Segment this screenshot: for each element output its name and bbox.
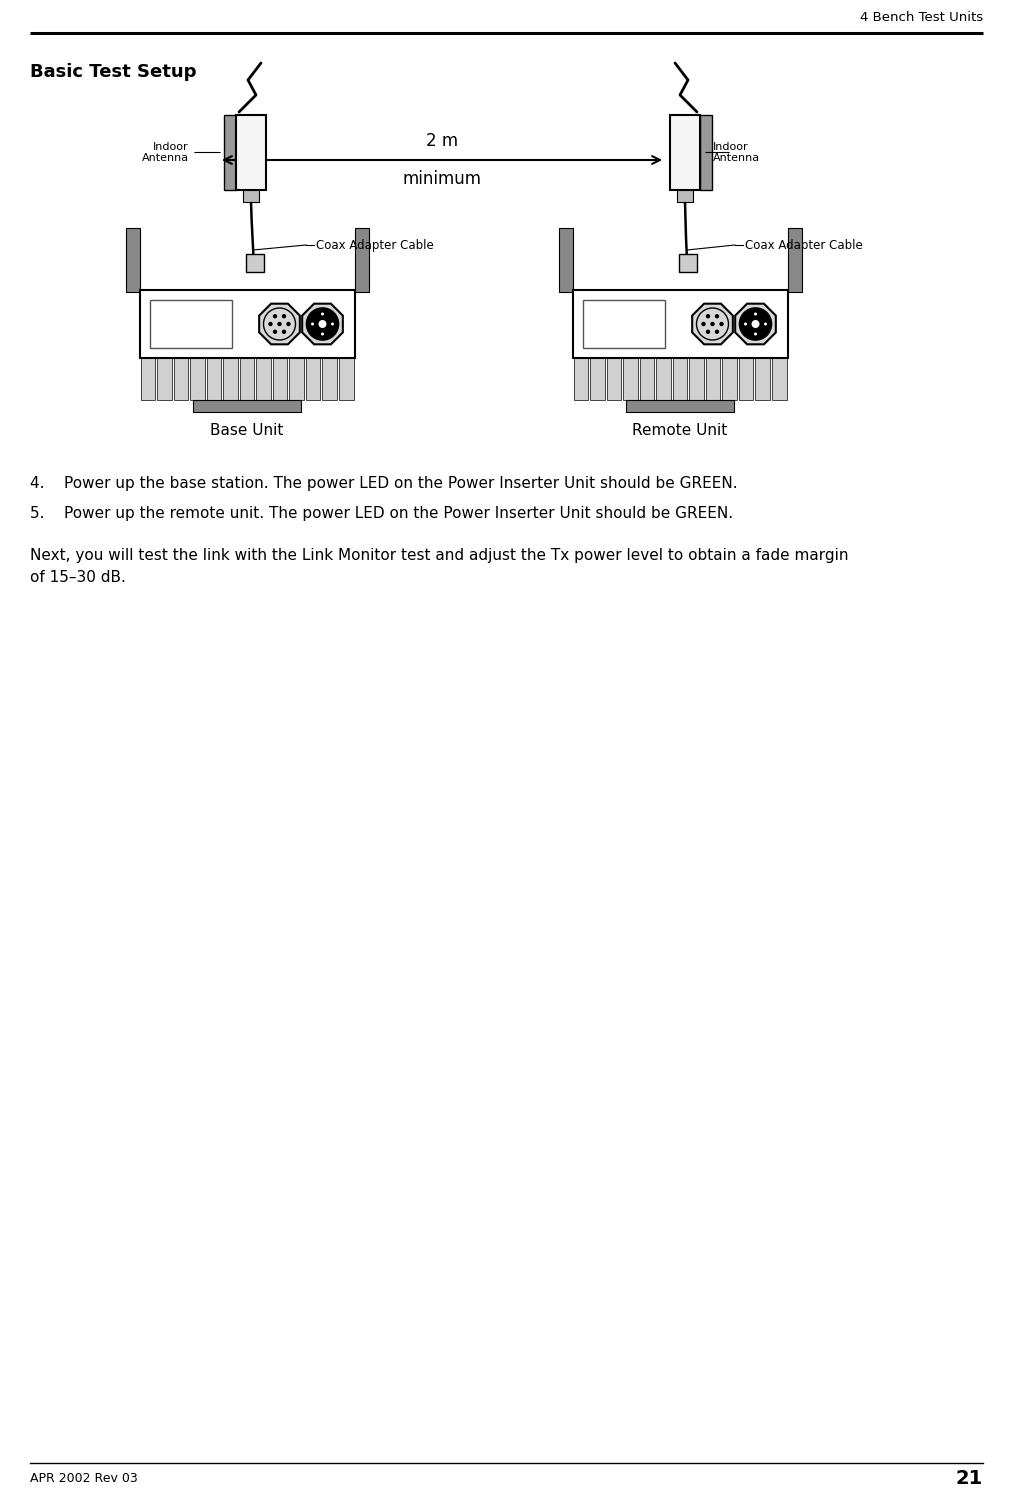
Bar xyxy=(224,115,236,190)
Bar xyxy=(207,358,221,399)
Circle shape xyxy=(321,332,324,335)
Text: 5.    Power up the remote unit. The power LED on the Power Inserter Unit should : 5. Power up the remote unit. The power L… xyxy=(30,506,733,521)
Bar xyxy=(706,358,720,399)
Circle shape xyxy=(268,322,272,326)
Polygon shape xyxy=(302,304,342,344)
Circle shape xyxy=(307,308,338,340)
Bar xyxy=(722,358,736,399)
Bar xyxy=(590,358,605,399)
Bar xyxy=(677,190,693,202)
Circle shape xyxy=(715,314,719,319)
Bar xyxy=(582,301,665,349)
Circle shape xyxy=(754,313,757,316)
Bar xyxy=(772,358,786,399)
Text: 4.    Power up the base station. The power LED on the Power Inserter Unit should: 4. Power up the base station. The power … xyxy=(30,476,737,491)
Bar xyxy=(756,358,770,399)
Bar xyxy=(150,301,232,349)
Circle shape xyxy=(282,329,287,334)
Bar xyxy=(272,358,288,399)
Circle shape xyxy=(272,314,278,319)
Bar xyxy=(190,358,205,399)
Bar xyxy=(626,399,733,411)
Bar xyxy=(290,358,304,399)
Circle shape xyxy=(278,322,282,326)
Circle shape xyxy=(715,329,719,334)
Circle shape xyxy=(706,329,710,334)
Bar xyxy=(673,358,687,399)
Bar xyxy=(700,115,712,190)
Bar xyxy=(787,227,801,292)
Bar xyxy=(256,358,270,399)
Bar xyxy=(243,190,259,202)
Text: Coax Adapter Cable: Coax Adapter Cable xyxy=(745,238,863,251)
Text: 4 Bench Test Units: 4 Bench Test Units xyxy=(860,10,983,24)
Bar xyxy=(738,358,754,399)
Bar xyxy=(339,358,354,399)
Circle shape xyxy=(287,322,291,326)
Circle shape xyxy=(697,308,728,340)
Circle shape xyxy=(311,323,314,326)
Text: 2 m: 2 m xyxy=(425,132,458,150)
Bar xyxy=(140,290,355,358)
Text: Basic Test Setup: Basic Test Setup xyxy=(30,63,197,81)
Bar xyxy=(355,227,369,292)
Text: Indoor
Antenna: Indoor Antenna xyxy=(142,142,189,163)
Bar xyxy=(193,399,301,411)
Polygon shape xyxy=(692,304,732,344)
Bar xyxy=(558,227,572,292)
Text: Coax Adapter Cable: Coax Adapter Cable xyxy=(316,238,434,251)
Circle shape xyxy=(706,314,710,319)
Bar xyxy=(157,358,171,399)
Bar xyxy=(623,358,637,399)
Text: minimum: minimum xyxy=(402,171,481,188)
Bar xyxy=(639,358,654,399)
Circle shape xyxy=(744,323,747,326)
Circle shape xyxy=(263,308,296,340)
Text: Remote Unit: Remote Unit xyxy=(632,422,727,437)
Circle shape xyxy=(764,323,767,326)
Bar xyxy=(223,358,238,399)
Bar xyxy=(306,358,320,399)
Circle shape xyxy=(282,314,287,319)
Circle shape xyxy=(321,313,324,316)
Circle shape xyxy=(318,320,326,328)
Bar xyxy=(173,358,188,399)
Circle shape xyxy=(701,322,706,326)
Text: Base Unit: Base Unit xyxy=(211,422,284,437)
Bar xyxy=(679,254,697,272)
Polygon shape xyxy=(259,304,300,344)
Circle shape xyxy=(331,323,334,326)
Circle shape xyxy=(272,329,278,334)
Text: 21: 21 xyxy=(955,1469,983,1489)
Circle shape xyxy=(710,322,715,326)
Bar xyxy=(240,358,254,399)
Bar xyxy=(656,358,671,399)
Bar xyxy=(236,115,266,190)
Bar xyxy=(607,358,621,399)
Text: of 15–30 dB.: of 15–30 dB. xyxy=(30,570,126,585)
Bar xyxy=(126,227,140,292)
Bar xyxy=(573,358,588,399)
Bar xyxy=(670,115,700,190)
Circle shape xyxy=(752,320,760,328)
Text: Next, you will test the link with the Link Monitor test and adjust the Tx power : Next, you will test the link with the Li… xyxy=(30,548,849,562)
Circle shape xyxy=(739,308,772,340)
Bar xyxy=(141,358,155,399)
Bar xyxy=(322,358,337,399)
Bar xyxy=(572,290,787,358)
Text: Indoor
Antenna: Indoor Antenna xyxy=(713,142,760,163)
Bar xyxy=(245,254,263,272)
Text: APR 2002 Rev 03: APR 2002 Rev 03 xyxy=(30,1472,138,1486)
Circle shape xyxy=(754,332,757,335)
Polygon shape xyxy=(735,304,776,344)
Circle shape xyxy=(719,322,723,326)
Bar xyxy=(689,358,704,399)
